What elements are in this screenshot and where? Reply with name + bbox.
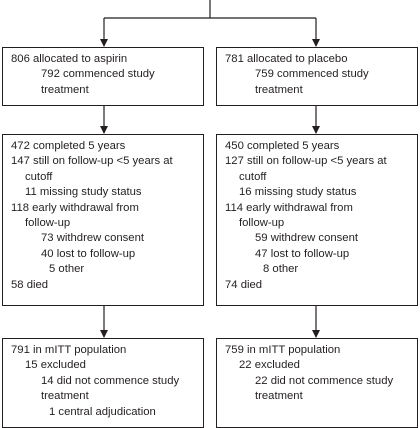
aspirin-excluded: 15 excluded	[25, 359, 86, 372]
placebo-completed-5-years: 450 completed 5 years	[225, 140, 340, 152]
placebo-did-not-commence: 22 did not commence study	[255, 374, 394, 387]
aspirin-early-withdrawal-continuation: follow-up	[25, 217, 71, 230]
placebo-commenced-continuation: treatment	[255, 83, 303, 96]
aspirin-died: 58 died	[11, 278, 49, 291]
aspirin-missing-status: 11 missing study status	[25, 186, 142, 199]
aspirin-early-withdrawal: 118 early withdrawal from	[11, 201, 139, 214]
aspirin-mitt-population: 791 in mITT population	[11, 344, 127, 356]
aspirin-lost-to-follow-up: 40 lost to follow-up	[41, 247, 136, 260]
aspirin-commenced-continuation: treatment	[41, 83, 89, 96]
placebo-still-on-follow-up-continuation: cutoff	[239, 170, 267, 183]
placebo-excluded: 22 excluded	[239, 359, 300, 372]
placebo-mitt-box: 759 in mITT population 22 excluded 22 di…	[216, 338, 418, 428]
placebo-allocated-count: 781 allocated to placebo	[225, 53, 348, 65]
placebo-allocation-box: 781 allocated to placebo 759 commenced s…	[216, 47, 418, 106]
aspirin-still-on-follow-up-continuation: cutoff	[25, 170, 53, 183]
placebo-other: 8 other	[263, 263, 299, 276]
placebo-did-not-commence-continuation: treatment	[255, 390, 303, 403]
placebo-mitt-population: 759 in mITT population	[225, 344, 341, 356]
aspirin-did-not-commence: 14 did not commence study	[41, 374, 180, 387]
aspirin-follow-up-box: 472 completed 5 years 147 still on follo…	[2, 134, 204, 306]
aspirin-still-on-follow-up: 147 still on follow-up <5 years at	[11, 155, 173, 168]
placebo-lost-to-follow-up: 47 lost to follow-up	[255, 247, 350, 260]
aspirin-allocated-count: 806 allocated to aspirin	[11, 53, 128, 65]
aspirin-allocation-box: 806 allocated to aspirin 792 commenced s…	[2, 47, 204, 106]
placebo-still-on-follow-up: 127 still on follow-up <5 years at	[225, 155, 387, 168]
aspirin-other: 5 other	[49, 263, 85, 276]
placebo-missing-status: 16 missing study status	[239, 186, 357, 199]
placebo-died: 74 died	[225, 278, 263, 291]
aspirin-did-not-commence-continuation: treatment	[41, 390, 89, 403]
aspirin-withdrew-consent: 73 withdrew consent	[41, 232, 144, 245]
aspirin-central-adjudication: 1 central adjudication	[49, 405, 156, 418]
placebo-early-withdrawal: 114 early withdrawal from	[225, 201, 353, 214]
aspirin-commenced-count: 792 commenced study	[41, 68, 155, 81]
placebo-early-withdrawal-continuation: follow-up	[239, 217, 285, 230]
placebo-follow-up-box: 450 completed 5 years 127 still on follo…	[216, 134, 418, 306]
placebo-withdrew-consent: 59 withdrew consent	[255, 232, 358, 245]
placebo-commenced-count: 759 commenced study	[255, 68, 369, 81]
aspirin-mitt-box: 791 in mITT population 15 excluded 14 di…	[2, 338, 204, 428]
aspirin-completed-5-years: 472 completed 5 years	[11, 140, 126, 152]
